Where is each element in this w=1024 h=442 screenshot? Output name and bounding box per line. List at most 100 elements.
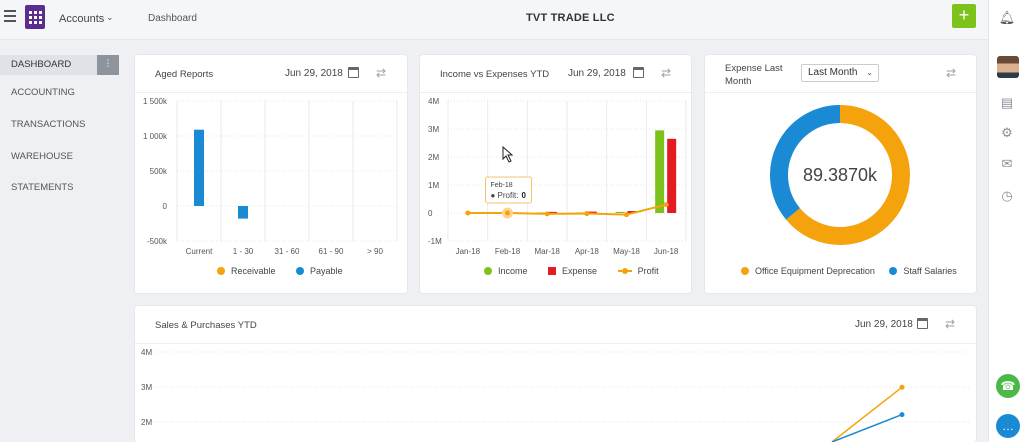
- expense-last-month-card: Expense Last Month ⇄ 89.3870k Office Equ…: [705, 55, 976, 293]
- chevron-down-icon[interactable]: ⌄: [106, 12, 114, 22]
- x-tick-label: Jun-18: [654, 247, 679, 256]
- mail-icon[interactable]: ✉: [1001, 156, 1013, 171]
- card-title: Aged Reports: [155, 69, 214, 80]
- legend-office-equipment[interactable]: Office Equipment Deprecation: [741, 266, 875, 276]
- profit-point: [544, 211, 550, 217]
- bar-expense: [667, 138, 677, 213]
- card-title: Expense Last Month: [725, 63, 783, 87]
- add-button[interactable]: +: [952, 4, 976, 28]
- x-tick-label: Jan-18: [456, 247, 481, 256]
- calendar-icon[interactable]: [917, 318, 928, 329]
- date-label[interactable]: Jun 29, 2018: [285, 68, 343, 79]
- bell-icon[interactable]: 🔔︎: [998, 10, 1016, 25]
- profit-point: [502, 207, 513, 219]
- nav-item-transactions[interactable]: TRANSACTIONS: [11, 119, 86, 130]
- expense-donut-chart: 89.3870k: [770, 105, 910, 245]
- nav-item-statements[interactable]: STATEMENTS: [11, 182, 74, 193]
- nav-item-dashboard[interactable]: DASHBOARD: [0, 55, 119, 75]
- profit-point: [584, 211, 590, 217]
- clock-icon[interactable]: ◷: [1001, 188, 1013, 203]
- donut-center-value: 89.3870k: [803, 165, 878, 185]
- apps-grid-icon[interactable]: [25, 5, 45, 29]
- slice-office-equipment: [786, 105, 910, 245]
- y-tick-label: -500k: [147, 237, 168, 246]
- sales-line: [831, 386, 903, 442]
- sales-point: [899, 384, 905, 390]
- bar-expense: [587, 211, 597, 213]
- tooltip-value: 0: [522, 191, 527, 200]
- refresh-icon[interactable]: ⇄: [946, 66, 957, 80]
- y-tick-label: 0: [163, 202, 168, 211]
- y-tick-label: 4M: [141, 348, 152, 357]
- x-tick-label: Feb-18: [495, 247, 521, 256]
- company-name: TVT TRADE LLC: [526, 12, 615, 24]
- menu-icon[interactable]: [4, 10, 16, 22]
- legend-staff-salaries[interactable]: Staff Salaries: [889, 266, 957, 276]
- income-expenses-card: Income vs Expenses YTD Jun 29, 2018 ⇄ 4M…: [420, 55, 691, 293]
- sliders-icon[interactable]: ⫶: [97, 55, 119, 75]
- y-tick-label: 1 500k: [143, 97, 168, 106]
- nav-item-accounting[interactable]: ACCOUNTING: [11, 87, 75, 98]
- bar-payable: [238, 206, 248, 219]
- legend-expense[interactable]: Expense: [548, 266, 597, 276]
- aged-reports-card: Aged Reports Jun 29, 2018 ⇄ 1 500k 1 000k…: [135, 55, 407, 293]
- bar-income: [615, 211, 625, 213]
- x-tick-label: Apr-18: [575, 247, 600, 256]
- refresh-icon[interactable]: ⇄: [945, 317, 956, 331]
- chart-legend: Office Equipment Deprecation Staff Salar…: [741, 266, 975, 276]
- bar-payable: [194, 129, 204, 206]
- y-tick-label: 3M: [428, 125, 439, 134]
- right-rail: 🔔︎ ▤ ⚙ ✉ ◷ ☎ …: [988, 0, 1024, 442]
- bar-expense: [548, 211, 558, 213]
- profit-point: [624, 212, 629, 218]
- refresh-icon[interactable]: ⇄: [661, 66, 672, 80]
- y-tick-label: 4M: [428, 97, 439, 106]
- avatar[interactable]: [997, 56, 1019, 78]
- x-tick-label: 31 - 60: [275, 247, 300, 256]
- income-expenses-chart: 4M 3M 2M 1M 0 -1M Jan-18 Feb-18 Mar-18 Apr-18 May-…: [428, 97, 687, 256]
- refresh-icon[interactable]: ⇄: [376, 66, 387, 80]
- card-title: Income vs Expenses YTD: [440, 69, 550, 80]
- y-tick-label: -1M: [428, 237, 442, 246]
- tooltip-label: ● Profit:: [491, 191, 519, 200]
- x-tick-label: 61 - 90: [319, 247, 344, 256]
- gear-icon[interactable]: ⚙: [1001, 125, 1013, 140]
- date-label[interactable]: Jun 29, 2018: [568, 68, 626, 79]
- y-tick-label: 2M: [428, 153, 439, 162]
- chart-legend: Receivable Payable: [217, 266, 361, 276]
- app-switcher-label[interactable]: Accounts: [59, 13, 105, 25]
- date-label[interactable]: Jun 29, 2018: [855, 319, 913, 330]
- profit-point: [663, 202, 669, 208]
- x-tick-label: Current: [186, 247, 213, 256]
- x-tick-label: > 90: [367, 247, 383, 256]
- bar-income: [655, 130, 665, 213]
- y-tick-label: 2M: [141, 418, 152, 427]
- purchases-line: [831, 413, 903, 442]
- layout-icon[interactable]: ▤: [1000, 95, 1014, 110]
- legend-receivable[interactable]: Receivable: [217, 266, 276, 276]
- legend-profit[interactable]: Profit: [617, 266, 659, 276]
- aged-reports-chart: 1 500k 1 000k 500k 0 -500k Current 1 - 30 31 - …: [143, 97, 398, 256]
- top-bar: Accounts ⌄ Dashboard TVT TRADE LLC +: [0, 0, 988, 40]
- phone-icon[interactable]: ☎: [996, 374, 1020, 398]
- bar-expense: [627, 211, 637, 213]
- profit-point: [465, 210, 471, 216]
- profit-line: [467, 203, 667, 216]
- period-select[interactable]: Last Month ⌄: [801, 64, 879, 82]
- sales-purchases-card: Sales & Purchases YTD Jun 29, 2018 ⇄ 4M 3…: [135, 306, 976, 442]
- calendar-icon[interactable]: [633, 67, 644, 78]
- y-tick-label: 0: [428, 209, 433, 218]
- breadcrumb: Dashboard: [148, 13, 197, 24]
- chevron-down-icon: ⌄: [866, 68, 873, 77]
- calendar-icon[interactable]: [348, 67, 359, 78]
- y-tick-label: 3M: [141, 383, 152, 392]
- x-tick-label: 1 - 30: [233, 247, 254, 256]
- card-title: Sales & Purchases YTD: [155, 320, 257, 331]
- chart-legend: Income Expense Profit: [484, 266, 677, 276]
- x-tick-label: May-18: [613, 247, 640, 256]
- tooltip-month: Feb-18: [491, 182, 513, 189]
- legend-payable[interactable]: Payable: [296, 266, 343, 276]
- chat-icon[interactable]: …: [996, 414, 1020, 438]
- nav-item-warehouse[interactable]: WAREHOUSE: [11, 151, 73, 162]
- legend-income[interactable]: Income: [484, 266, 528, 276]
